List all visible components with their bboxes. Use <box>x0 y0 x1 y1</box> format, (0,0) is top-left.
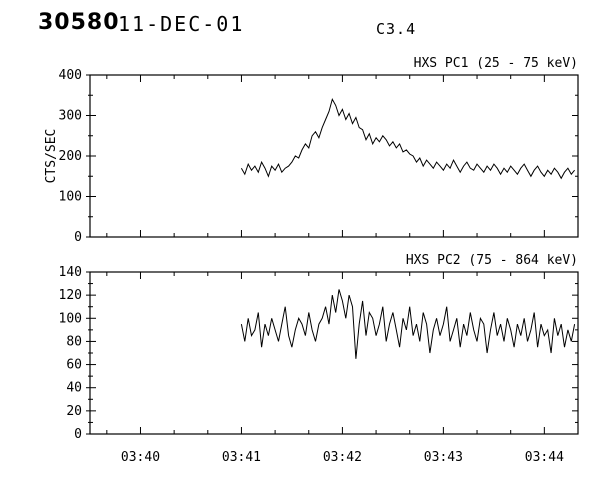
series-line-1 <box>240 97 575 180</box>
y-tick-label: 400 <box>59 68 82 83</box>
panel1-title: HXS PC1 (25 - 75 keV) <box>413 56 578 71</box>
y-tick-label: 20 <box>66 404 82 419</box>
y-tick-label: 300 <box>59 109 82 124</box>
panel-box-1 <box>89 74 579 238</box>
x-tick-label: 03:42 <box>323 450 362 465</box>
panel2-title: HXS PC2 (75 - 864 keV) <box>405 253 578 268</box>
y-tick-label: 80 <box>66 334 82 349</box>
y-tick-label: 120 <box>59 288 82 303</box>
event-date: 11-DEC-01 <box>118 12 245 36</box>
series-line-2 <box>240 289 576 359</box>
y-tick-label: 0 <box>74 230 82 245</box>
x-tick-label: 03:43 <box>424 450 463 465</box>
y-tick-label: 40 <box>66 381 82 396</box>
y-tick-label: 100 <box>59 190 82 205</box>
panel-box-2 <box>89 271 579 435</box>
y-tick-label: 0 <box>74 427 82 442</box>
x-tick-label: 03:40 <box>121 450 160 465</box>
x-tick-label: 03:41 <box>222 450 261 465</box>
x-tick-label: 03:44 <box>525 450 564 465</box>
y-tick-label: 200 <box>59 149 82 164</box>
y-tick-label: 60 <box>66 358 82 373</box>
y-tick-label: 140 <box>59 265 82 280</box>
y-tick-label: 100 <box>59 311 82 326</box>
goes-class: C3.4 <box>376 20 417 38</box>
event-number: 30580 <box>38 10 120 35</box>
